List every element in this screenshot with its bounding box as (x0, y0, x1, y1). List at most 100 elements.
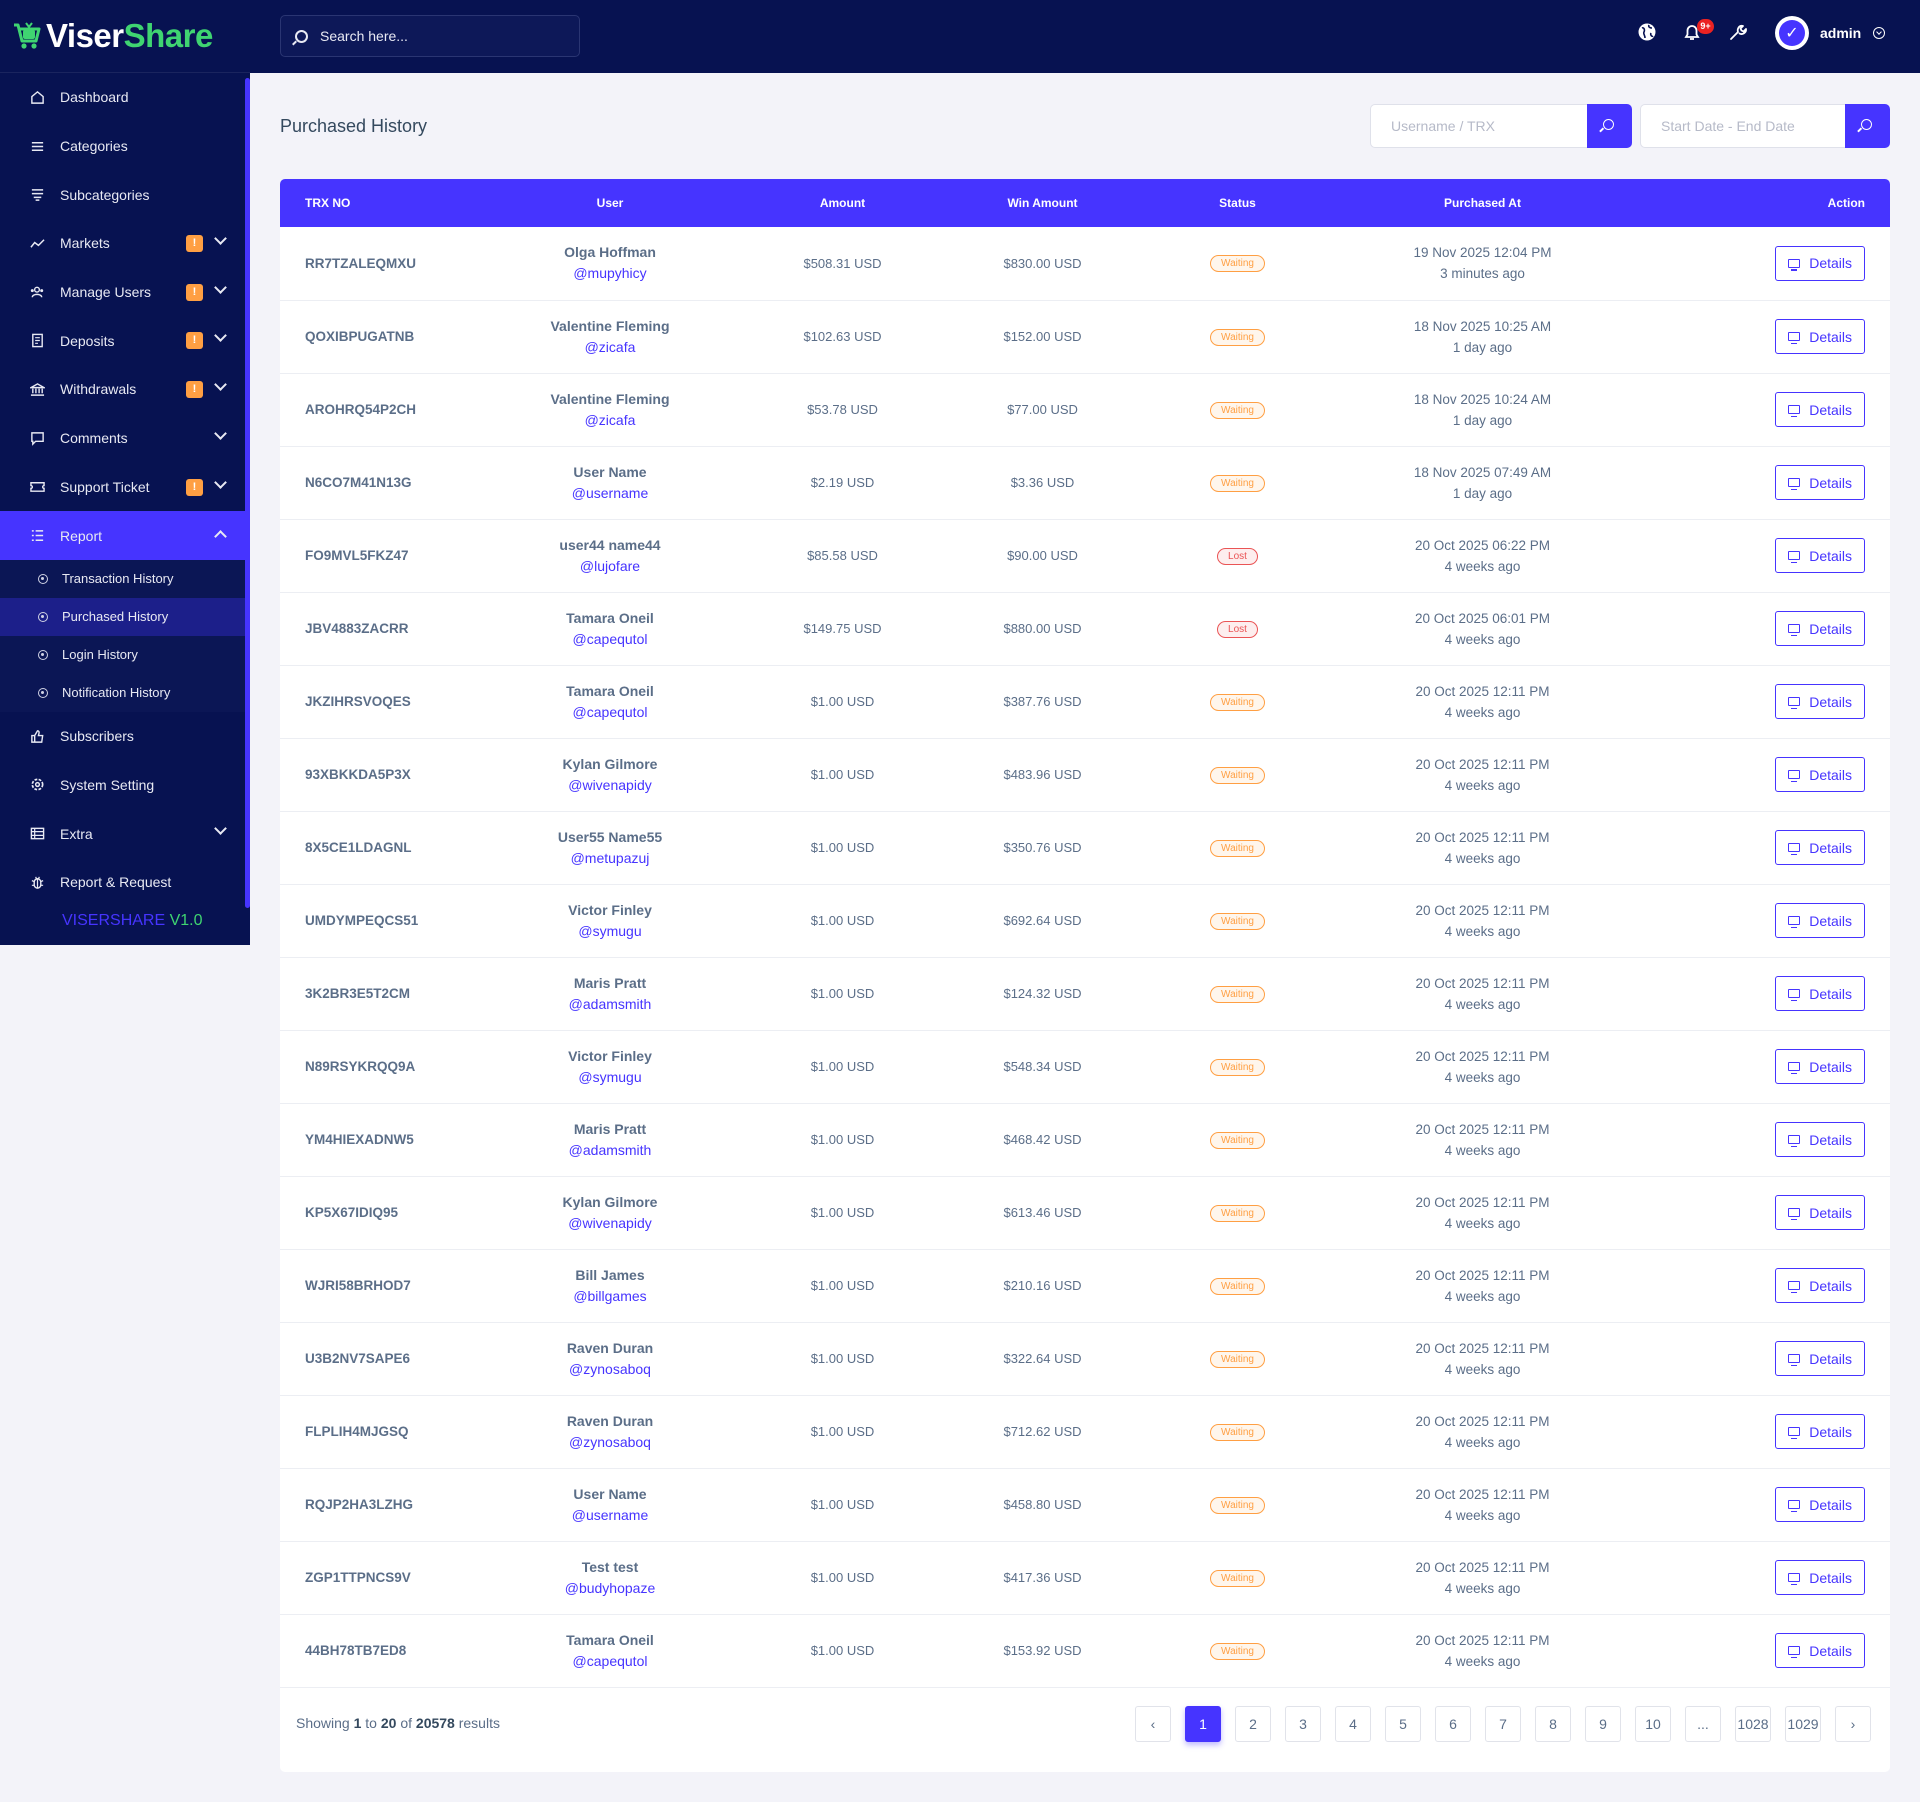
pagination-page-button[interactable]: 1029 (1785, 1706, 1821, 1742)
pagination-page-button[interactable]: 8 (1535, 1706, 1571, 1742)
details-button[interactable]: Details (1775, 245, 1865, 281)
globe-icon[interactable] (1637, 22, 1657, 46)
pagination-page-button[interactable]: 6 (1435, 1706, 1471, 1742)
pagination-page-button[interactable]: 9 (1585, 1706, 1621, 1742)
sidebar-subitem-login-history[interactable]: Login History (0, 636, 245, 674)
details-button[interactable]: Details (1775, 976, 1865, 1011)
details-button[interactable]: Details (1775, 684, 1865, 719)
user-handle-link[interactable]: @metupazuj (570, 849, 650, 866)
details-button[interactable]: Details (1775, 1049, 1865, 1084)
status-cell: Waiting (1135, 1541, 1340, 1614)
username-trx-input[interactable] (1370, 104, 1587, 148)
user-handle-link[interactable]: @username (571, 484, 649, 501)
user-handle-link[interactable]: @lujofare (579, 557, 641, 574)
sidebar-subitem-transaction-history[interactable]: Transaction History (0, 560, 245, 598)
amount-cell: $1.00 USD (810, 1643, 875, 1658)
user-handle-link[interactable]: @budyhopaze (564, 1579, 656, 1596)
pagination-next-button[interactable]: › (1835, 1706, 1871, 1742)
pagination-page-button[interactable]: 10 (1635, 1706, 1671, 1742)
details-button[interactable]: Details (1775, 319, 1865, 354)
action-cell: Details (1625, 811, 1890, 884)
details-button[interactable]: Details (1775, 1122, 1865, 1157)
details-button[interactable]: Details (1775, 1195, 1865, 1230)
sidebar-item-deposits[interactable]: Deposits ! (0, 316, 245, 365)
details-button[interactable]: Details (1775, 1560, 1865, 1595)
brand-logo[interactable]: ViserShare (0, 0, 250, 73)
purchase-date: 20 Oct 2025 12:11 PM (1415, 902, 1550, 918)
win-amount-cell: $830.00 USD (1003, 255, 1082, 271)
admin-username[interactable]: admin (1820, 25, 1862, 41)
user-handle-link[interactable]: @zicafa (584, 411, 636, 428)
sidebar-item-report[interactable]: Report (0, 511, 245, 560)
search-input[interactable] (320, 28, 560, 44)
pagination-page-button[interactable]: 1 (1185, 1706, 1221, 1742)
user-handle-link[interactable]: @adamsmith (568, 1141, 652, 1158)
user-handle-link[interactable]: @capequtol (572, 1652, 648, 1669)
date-search-button[interactable] (1845, 104, 1890, 148)
sidebar-subitem-purchased-history[interactable]: Purchased History (0, 597, 245, 636)
pagination-page-button[interactable]: 7 (1485, 1706, 1521, 1742)
date-range-input[interactable] (1640, 104, 1845, 148)
sidebar-item-withdrawals[interactable]: Withdrawals ! (0, 365, 245, 414)
user-handle-link[interactable]: @symugu (578, 1068, 642, 1085)
sidebar-item-subscribers[interactable]: Subscribers (0, 712, 245, 761)
pagination-ellipsis[interactable]: ... (1685, 1706, 1721, 1742)
details-button[interactable]: Details (1775, 757, 1865, 792)
details-button[interactable]: Details (1775, 1633, 1865, 1668)
user-handle-link[interactable]: @zynosaboq (569, 1360, 651, 1377)
desktop-icon (1788, 551, 1801, 563)
user-handle-link[interactable]: @adamsmith (568, 995, 652, 1012)
user-handle-link[interactable]: @zynosaboq (569, 1433, 651, 1450)
user-handle-link[interactable]: @zicafa (584, 338, 636, 355)
details-button[interactable]: Details (1775, 392, 1865, 427)
user-cell: Tamara Oneil @capequtol (485, 1614, 735, 1687)
details-button[interactable]: Details (1775, 830, 1865, 865)
user-handle-link[interactable]: @mupyhicy (573, 265, 647, 282)
details-button[interactable]: Details (1775, 465, 1865, 500)
bell-icon[interactable] (1682, 22, 1702, 46)
amount-cell: $1.00 USD (810, 1059, 875, 1074)
trx-number: JKZIHRSVOQES (305, 694, 411, 709)
pagination-page-button[interactable]: 1028 (1735, 1706, 1771, 1742)
sidebar-scrollbar[interactable] (245, 78, 250, 908)
sidebar-item-extra[interactable]: Extra (0, 809, 245, 858)
wrench-icon[interactable] (1728, 22, 1748, 46)
sidebar-item-subcategories[interactable]: Subcategories (0, 170, 245, 219)
chevron-down-icon (214, 475, 227, 489)
user-handle-link[interactable]: @capequtol (572, 703, 648, 720)
pagination-page-button[interactable]: 5 (1385, 1706, 1421, 1742)
sidebar-item-markets[interactable]: Markets ! (0, 219, 245, 268)
amount-cell: $1.00 USD (810, 1278, 875, 1293)
user-cell: Maris Pratt @adamsmith (485, 957, 735, 1030)
sidebar-item-comments[interactable]: Comments (0, 414, 245, 463)
details-button[interactable]: Details (1775, 1414, 1865, 1449)
pagination-page-button[interactable]: 4 (1335, 1706, 1371, 1742)
sidebar-subitem-notification-history[interactable]: Notification History (0, 674, 245, 712)
details-button[interactable]: Details (1775, 1487, 1865, 1522)
chevron-down-circle-icon[interactable] (1873, 27, 1885, 39)
details-button[interactable]: Details (1775, 611, 1865, 646)
details-button[interactable]: Details (1775, 538, 1865, 573)
avatar[interactable]: ✓ (1775, 16, 1809, 50)
sidebar-item-system-setting[interactable]: System Setting (0, 761, 245, 810)
pagination-page-button[interactable]: 3 (1285, 1706, 1321, 1742)
details-button[interactable]: Details (1775, 903, 1865, 938)
sidebar-item-categories[interactable]: Categories (0, 122, 245, 171)
sidebar-item-report-request[interactable]: Report & Request (0, 858, 245, 907)
user-handle-link[interactable]: @symugu (578, 922, 642, 939)
sidebar-item-support-ticket[interactable]: Support Ticket ! (0, 463, 245, 512)
user-handle-link[interactable]: @wivenapidy (568, 1214, 652, 1231)
table-row: RQJP2HA3LZHG User Name @username $1.00 USD $… (280, 1468, 1890, 1541)
user-handle-link[interactable]: @billgames (573, 1287, 647, 1304)
sidebar-item-manage-users[interactable]: Manage Users ! (0, 268, 245, 317)
username-search-button[interactable] (1587, 104, 1632, 148)
details-button[interactable]: Details (1775, 1341, 1865, 1376)
details-button[interactable]: Details (1775, 1268, 1865, 1303)
user-handle-link[interactable]: @wivenapidy (568, 776, 652, 793)
pagination-prev-button[interactable]: ‹ (1135, 1706, 1171, 1742)
user-handle-link[interactable]: @username (571, 1506, 649, 1523)
purchased-at-cell: 20 Oct 2025 12:11 PM 4 weeks ago (1340, 1030, 1625, 1103)
sidebar-item-dashboard[interactable]: Dashboard (0, 73, 245, 122)
pagination-page-button[interactable]: 2 (1235, 1706, 1271, 1742)
user-handle-link[interactable]: @capequtol (572, 630, 648, 647)
